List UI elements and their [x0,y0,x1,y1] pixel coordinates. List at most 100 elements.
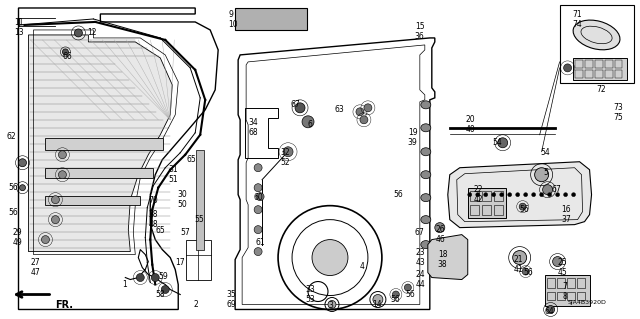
Text: 3: 3 [328,301,333,310]
Bar [584,70,593,78]
Ellipse shape [421,171,431,179]
Circle shape [468,193,472,197]
Bar [595,60,602,68]
Bar [577,278,584,287]
Circle shape [74,29,83,37]
Circle shape [19,185,26,191]
Text: 67: 67 [415,228,424,237]
Circle shape [516,193,520,197]
Text: 29
49: 29 49 [13,228,22,247]
Text: 32
52: 32 52 [280,148,290,167]
Bar [614,60,623,68]
Circle shape [572,193,575,197]
Text: 20
40: 20 40 [466,115,476,134]
Circle shape [58,151,67,159]
Bar [547,278,555,287]
Text: 30
50: 30 50 [177,190,187,209]
Circle shape [552,256,563,267]
Ellipse shape [421,241,431,249]
Text: 65: 65 [186,155,196,164]
Bar [235,8,307,30]
Circle shape [51,196,60,204]
Bar [557,292,564,300]
Bar [575,60,582,68]
Bar [547,292,555,300]
Bar [575,70,582,78]
Bar [559,5,634,83]
Text: 65: 65 [156,226,165,235]
Circle shape [254,164,262,172]
Bar [468,188,506,218]
Bar [45,196,140,205]
Text: 17: 17 [175,257,185,267]
Text: 56: 56 [390,294,399,303]
Text: 1: 1 [122,279,127,288]
Text: 35
69: 35 69 [226,290,236,309]
Text: 2: 2 [193,300,198,308]
Circle shape [364,104,372,112]
Circle shape [136,274,144,282]
Text: 71
74: 71 74 [573,10,582,29]
Circle shape [548,193,552,197]
Text: 19
39: 19 39 [408,128,418,147]
Circle shape [254,248,262,256]
Circle shape [392,291,399,298]
Polygon shape [29,35,172,252]
Text: 34
68: 34 68 [248,118,258,137]
Bar [482,205,491,215]
Circle shape [564,64,572,72]
Text: 56: 56 [520,205,529,214]
Text: 7
8: 7 8 [563,282,568,301]
Circle shape [254,184,262,192]
Text: 54: 54 [541,148,550,157]
Text: 14: 14 [372,300,381,308]
Text: 57: 57 [180,228,190,237]
Bar [566,292,575,300]
Circle shape [513,251,527,264]
Circle shape [540,193,543,197]
Bar [605,70,612,78]
Text: 31
51: 31 51 [168,165,178,184]
Bar [595,70,602,78]
Circle shape [476,193,480,197]
Text: 56: 56 [393,190,403,199]
Text: 72: 72 [596,85,606,94]
Circle shape [547,306,555,314]
Circle shape [484,193,488,197]
Circle shape [295,103,305,113]
Ellipse shape [573,20,620,50]
Bar [493,191,502,201]
Circle shape [500,193,504,197]
Text: 64: 64 [545,308,554,316]
Circle shape [532,193,536,197]
Text: 21
41: 21 41 [514,255,524,274]
Text: 9
10: 9 10 [228,10,238,29]
Text: 55: 55 [194,215,204,224]
Circle shape [254,206,262,214]
Bar [545,275,589,307]
Circle shape [42,236,49,244]
Text: 56: 56 [8,183,19,192]
Polygon shape [19,8,218,309]
Text: 4: 4 [360,262,365,271]
Text: 25
45: 25 45 [557,257,567,277]
Bar [584,60,593,68]
Circle shape [498,138,508,148]
Text: 73
75: 73 75 [614,103,623,122]
Ellipse shape [421,148,431,156]
Circle shape [51,216,60,224]
Circle shape [63,49,68,55]
Text: 5: 5 [543,168,548,177]
Text: 15
36: 15 36 [415,22,424,41]
Polygon shape [448,162,591,228]
Text: 27
47: 27 47 [31,257,40,277]
Text: 28
48: 28 48 [148,210,158,229]
Ellipse shape [421,101,431,109]
Circle shape [564,193,568,197]
Text: 61: 61 [255,238,265,247]
Text: 59: 59 [158,271,168,280]
Text: 26
46: 26 46 [436,225,445,244]
Text: 11
13: 11 13 [15,18,24,37]
Text: 56: 56 [8,208,19,217]
Ellipse shape [421,216,431,224]
